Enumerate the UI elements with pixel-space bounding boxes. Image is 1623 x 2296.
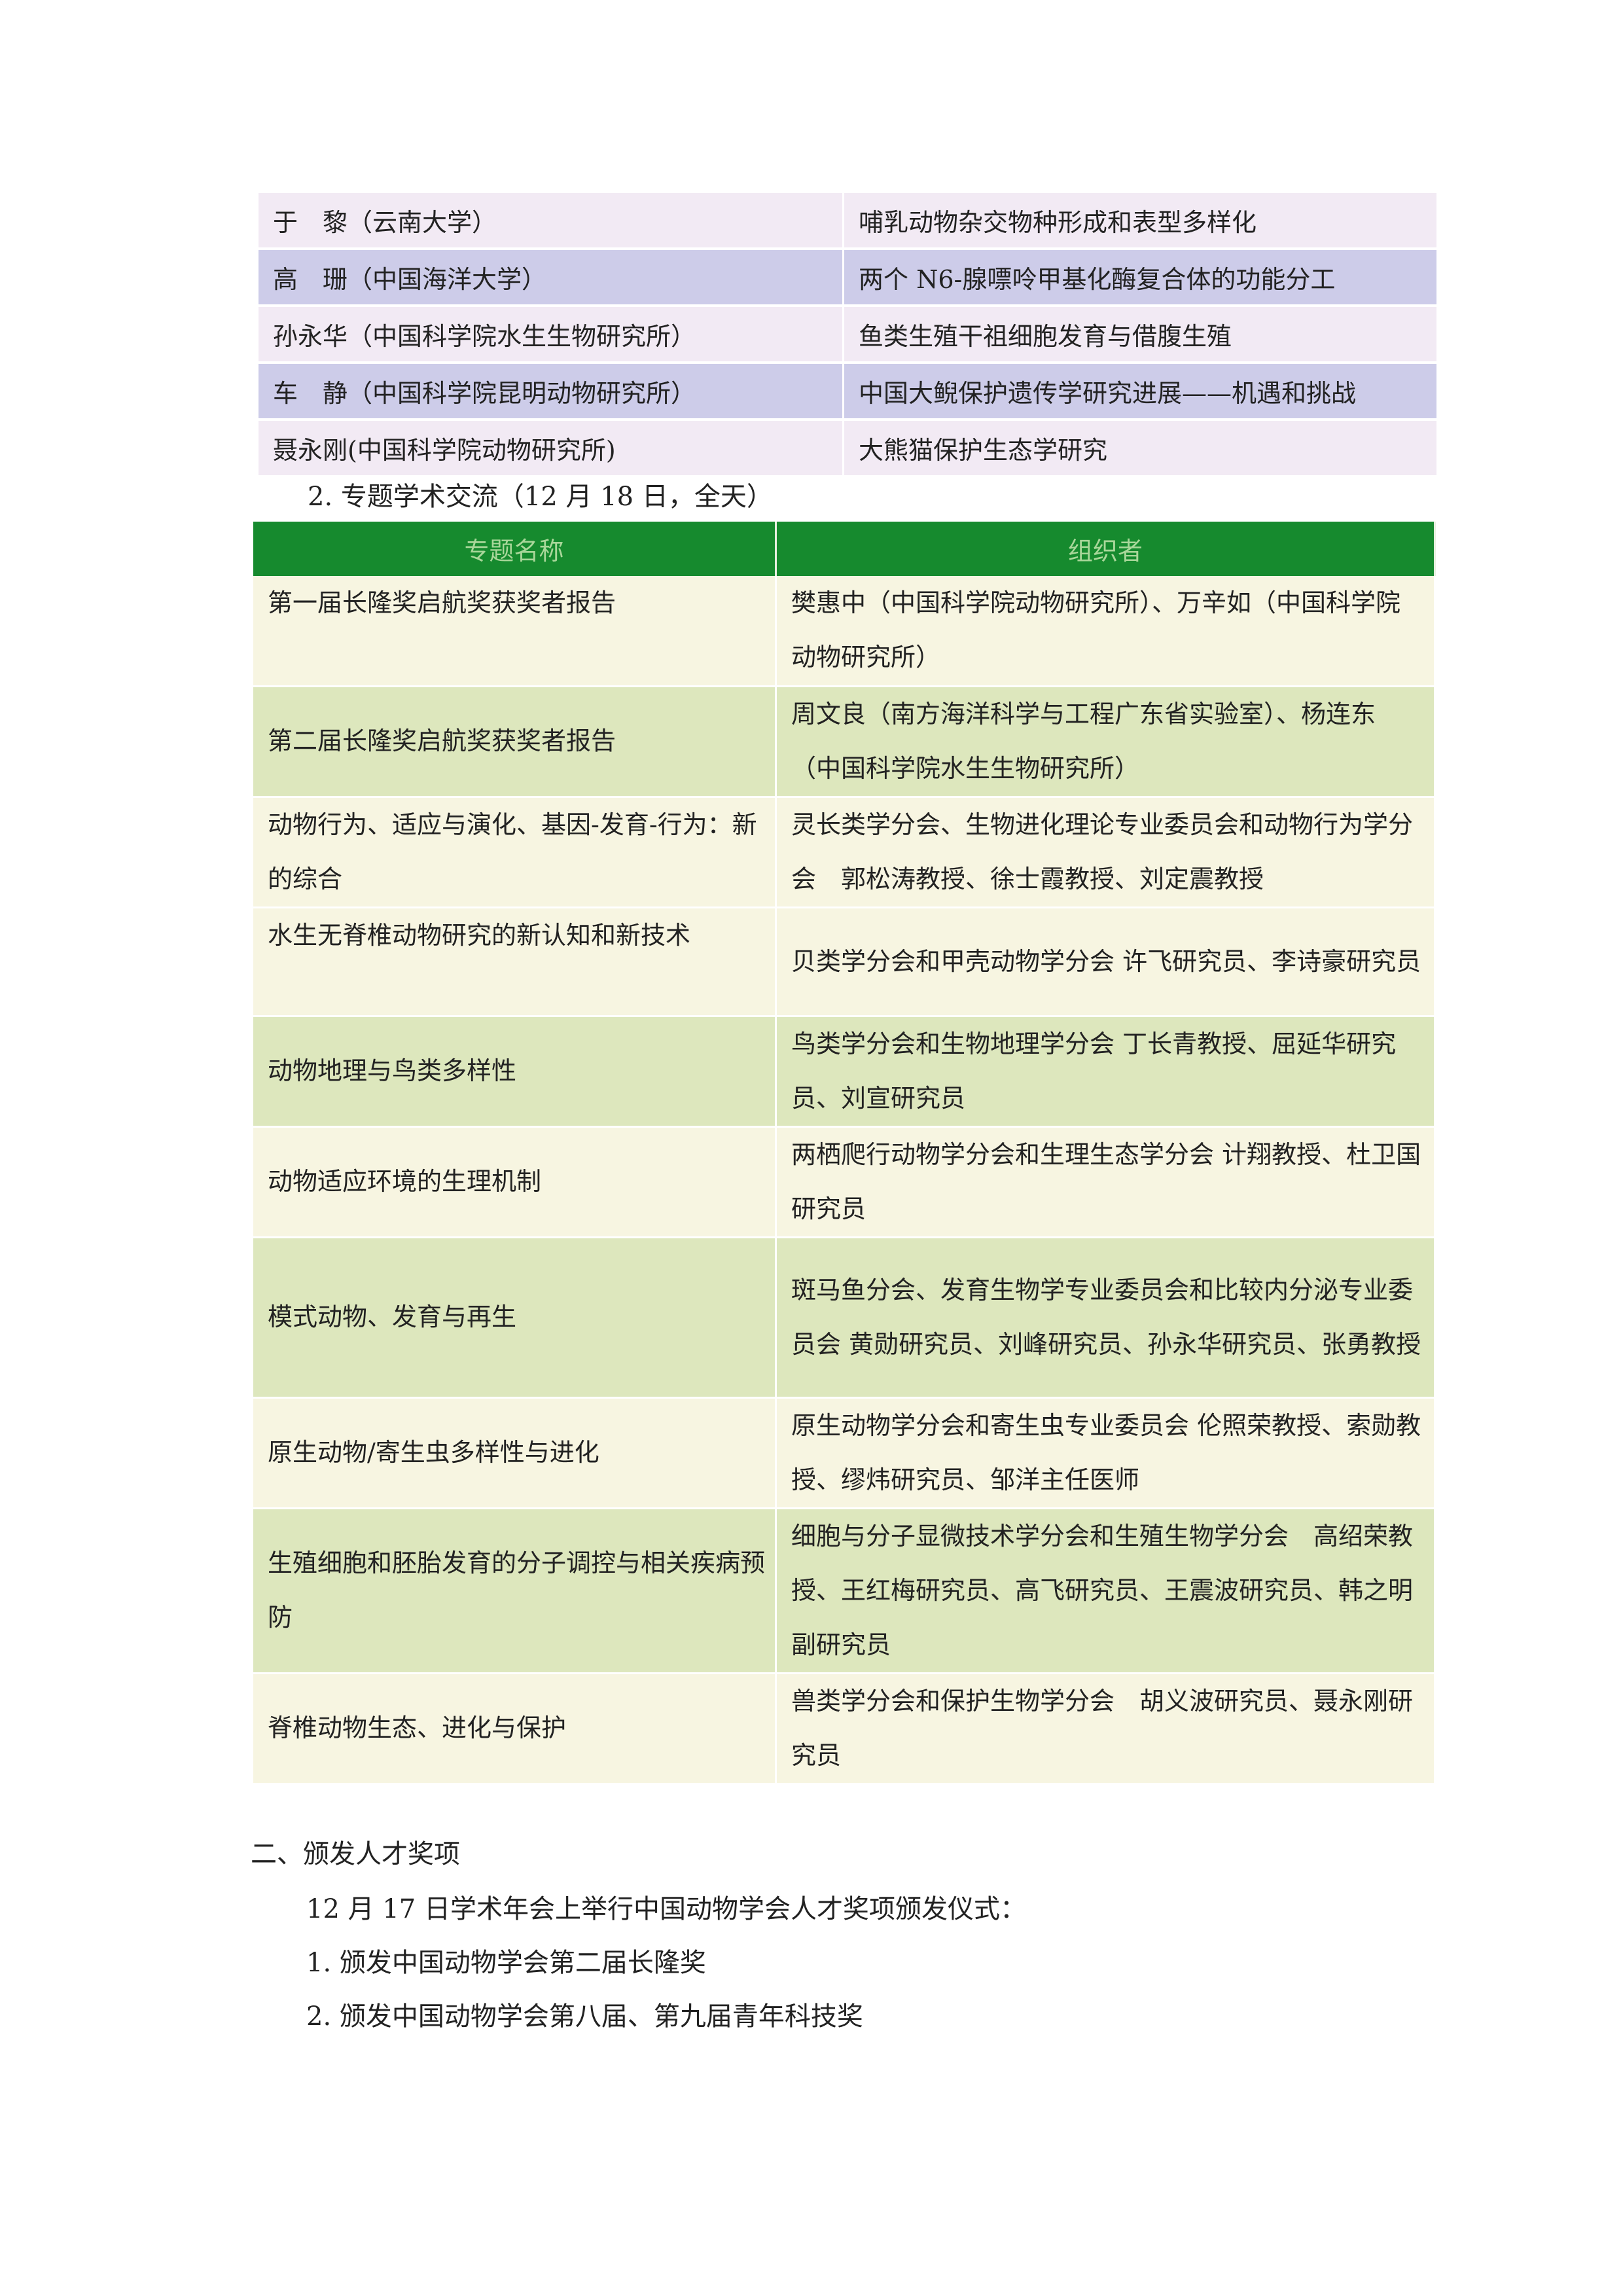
organizer-cell: 樊惠中（中国科学院动物研究所）、万辛如（中国科学院动物研究所） [776,576,1436,687]
organizer-cell: 两栖爬行动物学分会和生理生态学分会 计翔教授、杜卫国研究员 [776,1126,1436,1238]
table-row: 生殖细胞和胚胎发育的分子调控与相关疾病预防 细胞与分子显微技术学分会和生殖生物学分… [253,1508,1436,1674]
speaker-cell: 孙永华（中国科学院水生生物研究所） [259,306,844,363]
table-row: 动物适应环境的生理机制 两栖爬行动物学分会和生理生态学分会 计翔教授、杜卫国研究员 [253,1126,1436,1238]
reports-table: 于 黎（云南大学） 哺乳动物杂交物种形成和表型多样化 高 珊（中国海洋大学） 两个 … [259,193,1436,478]
table-row: 聂永刚(中国科学院动物研究所) 大熊猫保护生态学研究 [259,420,1436,476]
table-row: 孙永华（中国科学院水生生物研究所） 鱼类生殖干祖细胞发育与借腹生殖 [259,306,1436,363]
topic-cell: 原生动物/寄生虫多样性与进化 [253,1397,777,1509]
title-cell: 两个 N6-腺嘌呤甲基化酶复合体的功能分工 [843,249,1436,306]
title-cell: 鱼类生殖干祖细胞发育与借腹生殖 [843,306,1436,363]
section-title: 2. 专题学术交流（12 月 18 日，全天） [308,482,773,512]
topic-cell: 动物适应环境的生理机制 [253,1126,777,1238]
table-row: 第一届长隆奖启航奖获奖者报告 樊惠中（中国科学院动物研究所）、万辛如（中国科学院动… [253,576,1436,687]
section-heading: 二、颁发人才奖项 [251,1839,460,1869]
speaker-cell: 于 黎（云南大学） [259,193,844,249]
organizer-cell: 周文良（南方海洋科学与工程广东省实验室）、杨连东（中国科学院水生生物研究所） [776,686,1436,798]
organizer-cell: 灵长类学分会、生物进化理论专业委员会和动物行为学分会 郭松涛教授、徐士霞教授、刘… [776,797,1436,908]
award-item: 1. 颁发中国动物学会第二届长隆奖 [306,1948,706,1978]
award-item: 2. 颁发中国动物学会第八届、第九届青年科技奖 [306,2001,863,2032]
topics-table: 专题名称 组织者 第一届长隆奖启航奖获奖者报告 樊惠中（中国科学院动物研究所）、万… [253,522,1436,1785]
table-row: 高 珊（中国海洋大学） 两个 N6-腺嘌呤甲基化酶复合体的功能分工 [259,249,1436,306]
organizer-cell: 兽类学分会和保护生物学分会 胡义波研究员、聂永刚研究员 [776,1673,1436,1785]
topic-cell: 生殖细胞和胚胎发育的分子调控与相关疾病预防 [253,1508,777,1674]
organizer-cell: 贝类学分会和甲壳动物学分会 许飞研究员、李诗豪研究员 [776,907,1436,1017]
table-row: 动物地理与鸟类多样性 鸟类学分会和生物地理学分会 丁长青教授、屈延华研究员、刘宣研… [253,1016,1436,1128]
table-row: 模式动物、发育与再生 斑马鱼分会、发育生物学专业委员会和比较内分泌专业委员会 黄勋… [253,1237,1436,1399]
organizer-cell: 鸟类学分会和生物地理学分会 丁长青教授、屈延华研究员、刘宣研究员 [776,1016,1436,1128]
speaker-cell: 聂永刚(中国科学院动物研究所) [259,420,844,476]
table-row: 动物行为、适应与演化、基因-发育-行为：新的综合 灵长类学分会、生物进化理论专业委… [253,797,1436,908]
topic-cell: 脊椎动物生态、进化与保护 [253,1673,777,1785]
topic-cell: 模式动物、发育与再生 [253,1237,777,1399]
table-header-row: 专题名称 组织者 [253,522,1436,576]
table-row: 第二届长隆奖启航奖获奖者报告 周文良（南方海洋科学与工程广东省实验室）、杨连东（中… [253,686,1436,798]
awards-intro: 12 月 17 日学术年会上举行中国动物学会人才奖项颁发仪式： [306,1894,1026,1924]
organizer-cell: 细胞与分子显微技术学分会和生殖生物学分会 高绍荣教授、王红梅研究员、高飞研究员、… [776,1508,1436,1674]
organizer-cell: 斑马鱼分会、发育生物学专业委员会和比较内分泌专业委员会 黄勋研究员、刘峰研究员、… [776,1237,1436,1399]
table-row: 车 静（中国科学院昆明动物研究所） 中国大鲵保护遗传学研究进展——机遇和挑战 [259,363,1436,420]
table-row: 于 黎（云南大学） 哺乳动物杂交物种形成和表型多样化 [259,193,1436,249]
topic-cell: 第一届长隆奖启航奖获奖者报告 [253,576,777,687]
table-row: 水生无脊椎动物研究的新认知和新技术 贝类学分会和甲壳动物学分会 许飞研究员、李诗豪… [253,907,1436,1017]
speaker-cell: 高 珊（中国海洋大学） [259,249,844,306]
title-cell: 中国大鲵保护遗传学研究进展——机遇和挑战 [843,363,1436,420]
topic-cell: 水生无脊椎动物研究的新认知和新技术 [253,907,777,1017]
title-cell: 哺乳动物杂交物种形成和表型多样化 [843,193,1436,249]
topic-cell: 动物行为、适应与演化、基因-发育-行为：新的综合 [253,797,777,908]
speaker-cell: 车 静（中国科学院昆明动物研究所） [259,363,844,420]
table-row: 脊椎动物生态、进化与保护 兽类学分会和保护生物学分会 胡义波研究员、聂永刚研究员 [253,1673,1436,1785]
topic-cell: 动物地理与鸟类多样性 [253,1016,777,1128]
column-header-topic: 专题名称 [253,522,777,576]
topic-cell: 第二届长隆奖启航奖获奖者报告 [253,686,777,798]
table-row: 原生动物/寄生虫多样性与进化 原生动物学分会和寄生虫专业委员会 伦照荣教授、索勋教… [253,1397,1436,1509]
title-cell: 大熊猫保护生态学研究 [843,420,1436,476]
organizer-cell: 原生动物学分会和寄生虫专业委员会 伦照荣教授、索勋教授、缪炜研究员、邹洋主任医师 [776,1397,1436,1509]
column-header-organizer: 组织者 [776,522,1436,576]
